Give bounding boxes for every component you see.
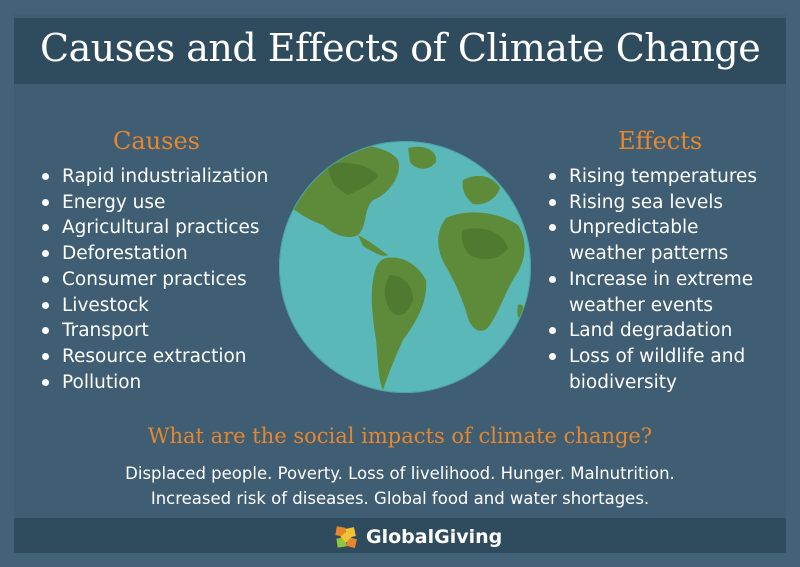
list-item: Deforestation xyxy=(38,241,268,267)
social-impacts-text: Displaced people. Poverty. Loss of livel… xyxy=(0,461,800,511)
list-item: Pollution xyxy=(38,370,268,396)
earth-globe-icon xyxy=(279,141,531,393)
list-item: Unpredictable weather patterns xyxy=(545,215,775,266)
list-item: Land degradation xyxy=(545,318,775,344)
social-impacts-line-2: Increased risk of diseases. Global food … xyxy=(150,489,650,508)
list-item: Agricultural practices xyxy=(38,215,268,241)
list-item: Livestock xyxy=(38,293,268,319)
page-title: Causes and Effects of Climate Change xyxy=(40,26,761,70)
list-item: Rising temperatures xyxy=(545,164,775,190)
effects-heading: Effects xyxy=(618,127,703,155)
globalgiving-logo-text: GlobalGiving xyxy=(366,526,503,548)
list-item: Rising sea levels xyxy=(545,190,775,216)
list-item: Resource extraction xyxy=(38,344,268,370)
list-item: Rapid industrialization xyxy=(38,164,268,190)
globalgiving-logo[interactable]: GlobalGiving xyxy=(334,525,502,549)
list-item: Consumer practices xyxy=(38,267,268,293)
effects-list: Rising temperatures Rising sea levels Un… xyxy=(545,164,775,395)
footer-bar xyxy=(14,518,786,553)
social-impacts-question: What are the social impacts of climate c… xyxy=(147,424,653,448)
title-bar: Causes and Effects of Climate Change xyxy=(14,18,786,84)
causes-list: Rapid industrialization Energy use Agric… xyxy=(38,164,268,395)
list-item: Loss of wildlife and biodiversity xyxy=(545,344,775,395)
list-item: Transport xyxy=(38,318,268,344)
globalgiving-logo-icon xyxy=(335,526,357,548)
list-item: Energy use xyxy=(38,190,268,216)
social-impacts-line-1: Displaced people. Poverty. Loss of livel… xyxy=(125,464,675,483)
causes-heading: Causes xyxy=(113,127,200,155)
list-item: Increase in extreme weather events xyxy=(545,267,775,318)
